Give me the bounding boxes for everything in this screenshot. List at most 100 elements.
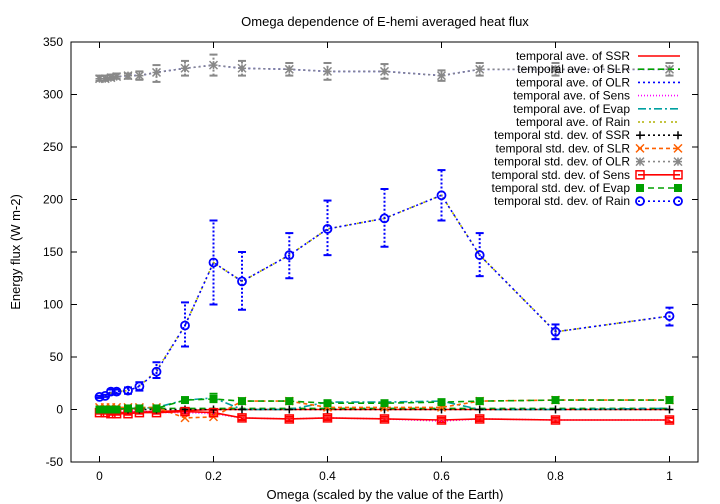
data-point <box>237 63 247 73</box>
series-points <box>94 60 675 425</box>
data-point <box>379 213 390 224</box>
legend-entry-label: temporal std. dev. of Sens <box>491 168 630 182</box>
data-point <box>181 405 189 414</box>
legend-marker <box>673 170 683 180</box>
legend-entry-label: temporal ave. of SLR <box>517 62 630 76</box>
data-point <box>322 223 333 234</box>
legend-entry-label: temporal ave. of OLR <box>516 75 630 89</box>
data-point <box>135 404 144 413</box>
y-tick-label: 100 <box>43 298 63 312</box>
data-point <box>380 399 389 408</box>
data-point <box>322 413 333 423</box>
legend-entry-label: temporal std. dev. of OLR <box>494 155 630 169</box>
y-tick-label: 200 <box>43 193 63 207</box>
legend-entry-label: temporal std. dev. of Rain <box>494 194 630 208</box>
data-point <box>322 66 333 76</box>
data-point <box>208 257 219 268</box>
data-point <box>106 386 116 397</box>
legend-marker <box>674 184 682 192</box>
x-tick-label: 1 <box>666 469 673 483</box>
y-tick-label: 150 <box>43 245 63 259</box>
data-point <box>237 413 247 423</box>
legend-marker <box>636 184 644 192</box>
x-axis: 0 0.2 0.4 0.6 0.8 1 <box>96 42 673 483</box>
data-point <box>112 72 122 82</box>
data-point <box>665 396 674 405</box>
y-axis-label: Energy flux (W m-2) <box>8 194 23 310</box>
y-tick-label: 250 <box>43 140 63 154</box>
data-point <box>550 64 561 74</box>
x-tick-label: 0.2 <box>205 469 222 483</box>
data-point <box>284 250 295 261</box>
data-point <box>285 397 294 406</box>
y-tick-label: 300 <box>43 88 63 102</box>
legend-entry-label: temporal ave. of Sens <box>513 89 630 103</box>
y-axis: -50 0 50 100 150 200 250 300 350 <box>43 35 698 469</box>
data-point <box>436 190 447 201</box>
legend-marker <box>673 157 683 167</box>
data-point <box>284 414 295 424</box>
legend-marker <box>635 143 645 153</box>
legend-entry-label: temporal std. dev. of SSR <box>494 128 630 142</box>
x-tick-label: 0 <box>96 469 103 483</box>
legend-marker <box>635 157 645 167</box>
x-tick-label: 0.6 <box>433 469 450 483</box>
data-point <box>151 67 162 77</box>
data-point <box>208 407 219 418</box>
data-point <box>284 64 294 74</box>
data-point <box>180 406 190 417</box>
legend-entry-label: temporal ave. of SSR <box>516 49 630 63</box>
data-point <box>152 404 161 413</box>
data-point <box>285 405 294 414</box>
data-point <box>106 405 115 414</box>
data-point <box>180 320 190 331</box>
data-point <box>111 386 122 397</box>
data-point <box>436 71 447 81</box>
legend-entry-label: temporal ave. of Rain <box>516 115 630 129</box>
data-point <box>94 74 105 84</box>
data-point <box>112 405 121 414</box>
data-point <box>134 381 145 392</box>
y-tick-label: 50 <box>50 350 64 364</box>
chart-title: Omega dependence of E-hemi averaged heat… <box>241 14 529 29</box>
data-point <box>550 326 561 337</box>
data-point <box>436 415 447 425</box>
data-point <box>237 276 247 287</box>
legend-marker <box>636 131 644 140</box>
data-point <box>323 399 332 408</box>
data-point <box>100 74 110 84</box>
data-point <box>238 405 246 414</box>
data-point <box>664 415 675 425</box>
data-point <box>94 391 105 402</box>
data-point <box>124 404 132 413</box>
data-point <box>134 71 144 81</box>
data-point <box>665 405 674 414</box>
data-point <box>475 64 485 74</box>
y-tick-label: -50 <box>46 455 64 469</box>
data-point <box>106 73 116 83</box>
x-axis-label: Omega (scaled by the value of the Earth) <box>266 487 503 502</box>
data-point <box>95 405 104 414</box>
y-tick-label: 0 <box>56 403 63 417</box>
data-point <box>474 250 485 261</box>
y-tick-label: 350 <box>43 35 63 49</box>
data-point <box>551 405 560 414</box>
data-point <box>379 66 390 76</box>
x-tick-label: 0.4 <box>319 469 336 483</box>
data-point <box>664 311 675 321</box>
legend-marker <box>674 131 682 140</box>
data-point <box>379 414 390 424</box>
data-point <box>550 415 561 425</box>
data-point <box>437 398 446 407</box>
legend-marker <box>673 196 683 207</box>
data-point <box>208 60 219 70</box>
x-tick-label: 0.8 <box>547 469 564 483</box>
data-point <box>551 396 560 405</box>
legend-entry-label: temporal std. dev. of SLR <box>495 141 630 155</box>
data-point <box>151 366 162 377</box>
legend-marker <box>635 170 645 180</box>
data-point <box>475 397 484 406</box>
data-point <box>475 405 484 414</box>
